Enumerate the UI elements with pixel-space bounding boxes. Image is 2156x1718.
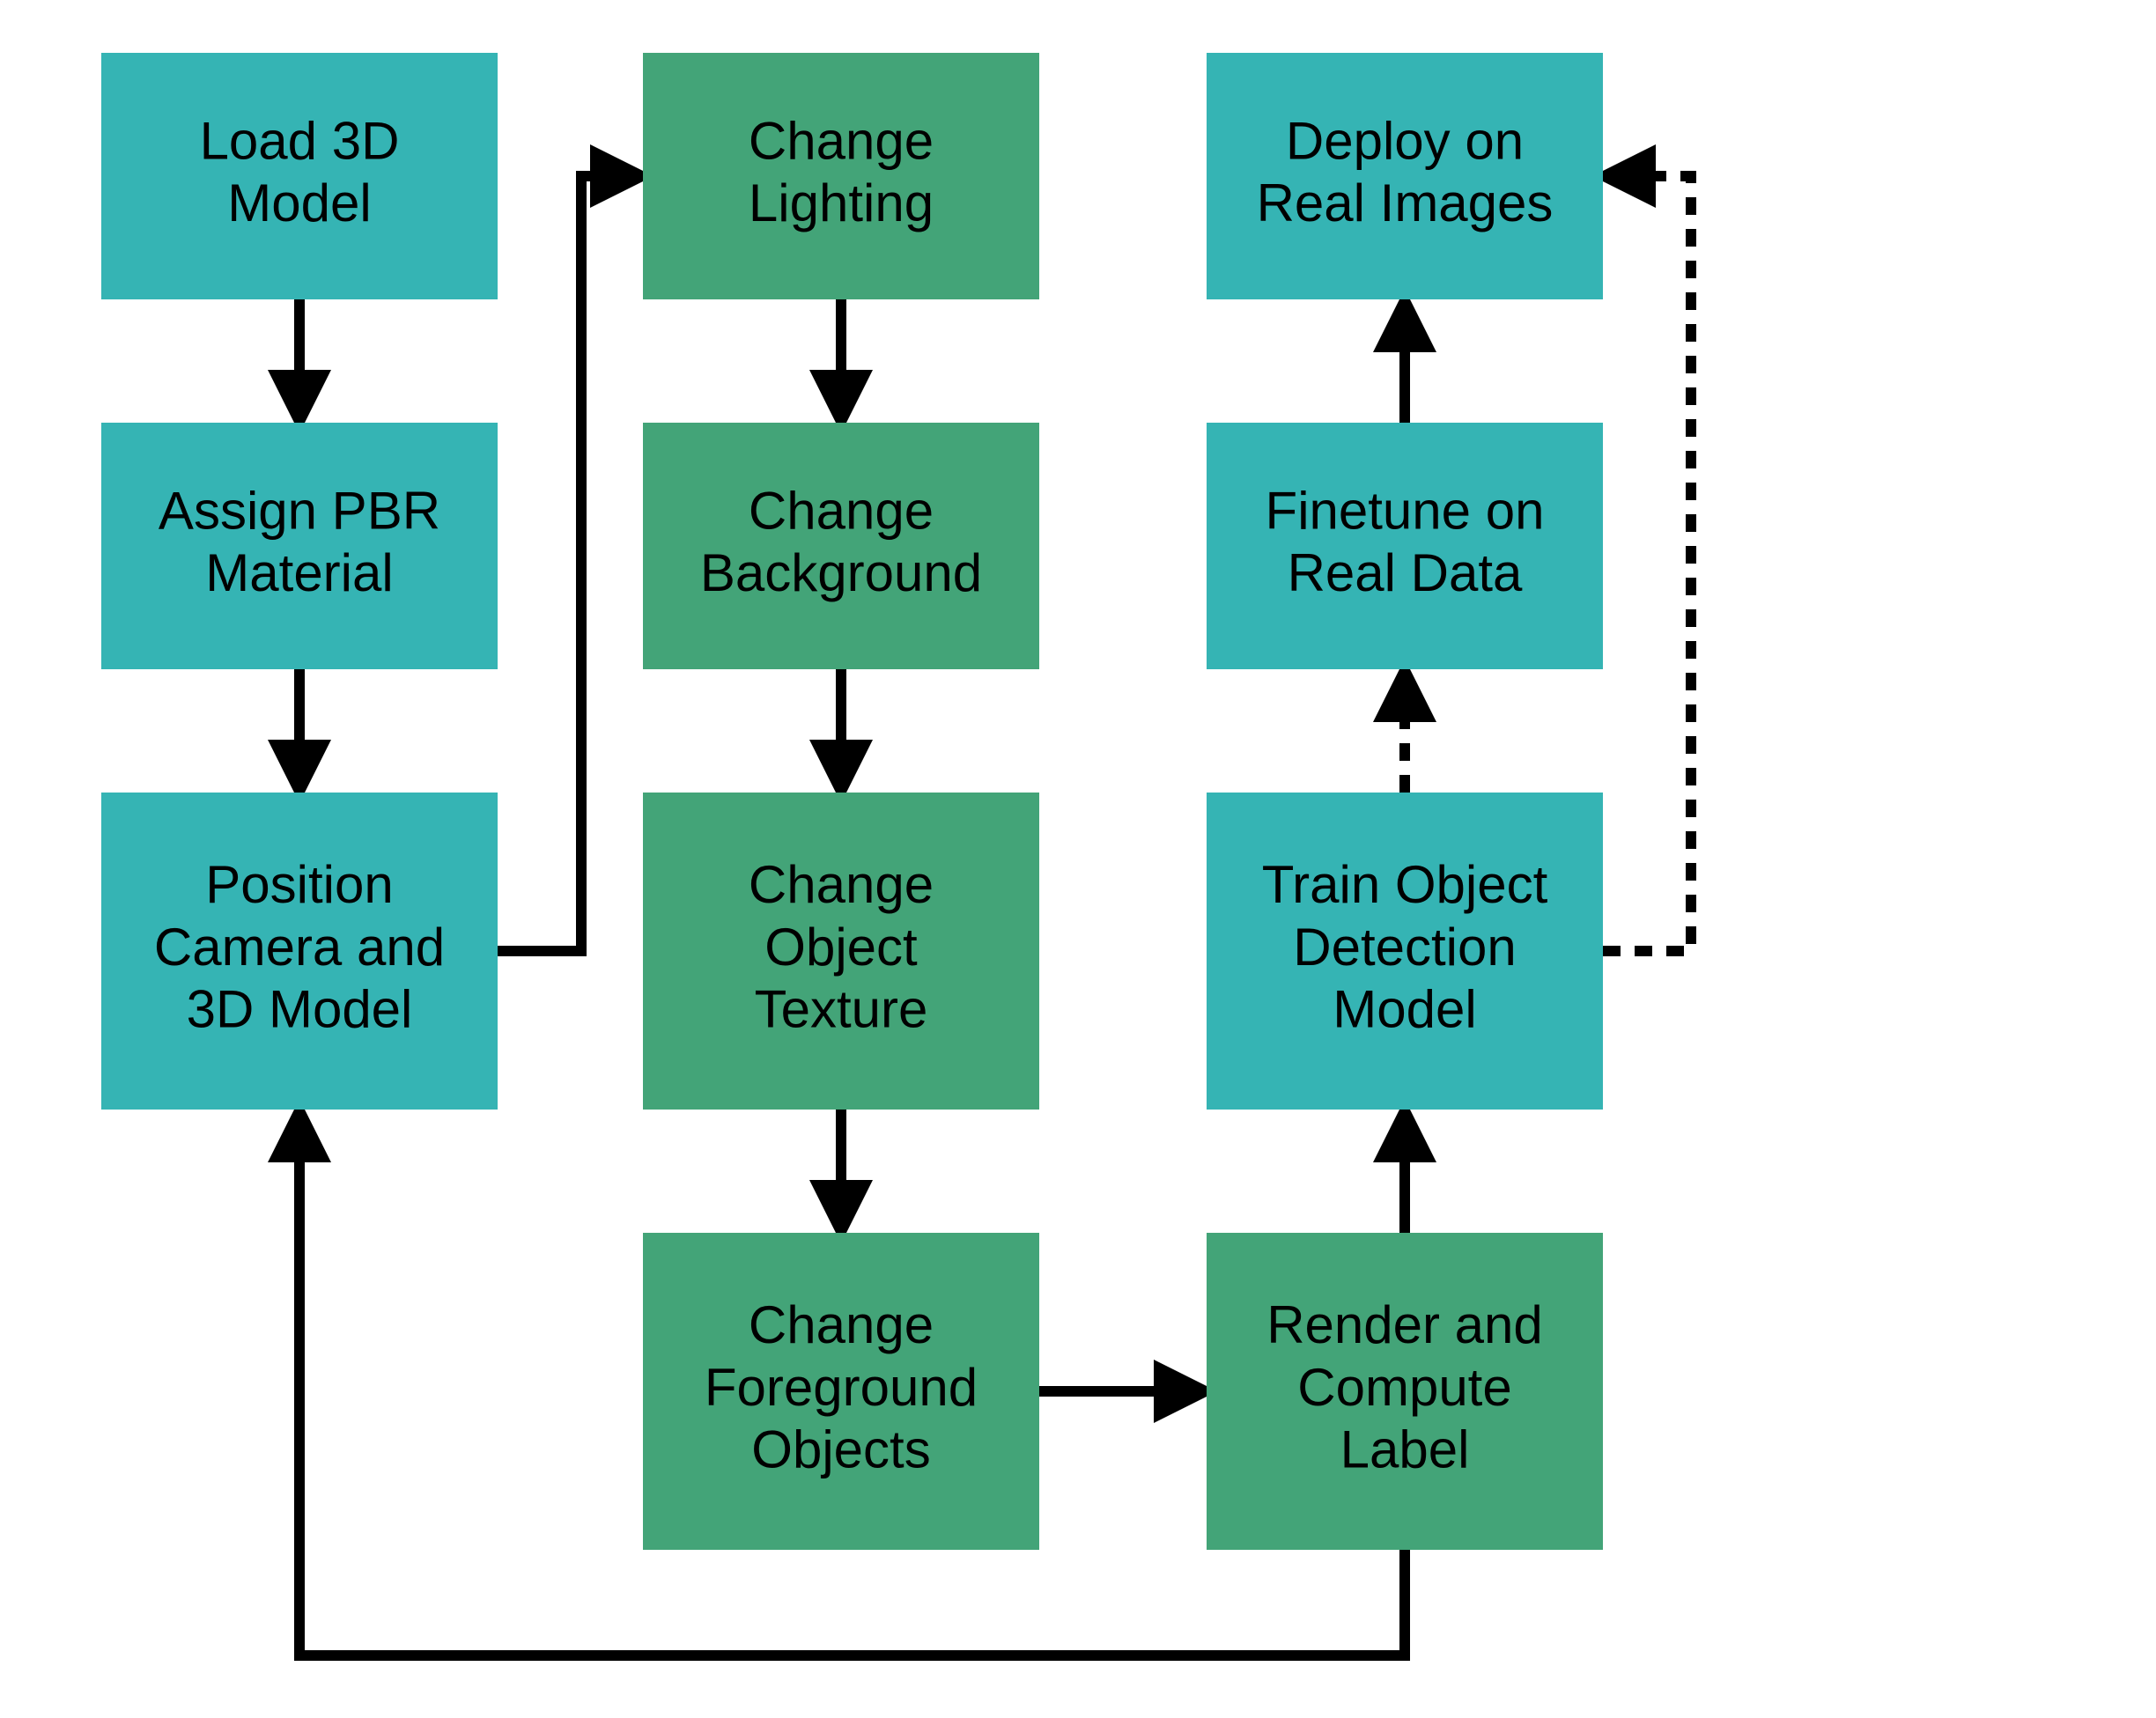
- node-train-label-line-1: Detection: [1293, 918, 1516, 977]
- node-texture-label-line-2: Texture: [755, 980, 928, 1039]
- node-finetune-label-line-1: Real Data: [1288, 543, 1523, 602]
- node-lighting: ChangeLighting: [643, 53, 1039, 299]
- node-assign: Assign PBRMaterial: [101, 423, 498, 669]
- node-render-label-line-0: Render and: [1266, 1295, 1543, 1354]
- flowchart-diagram: Load 3DModelAssign PBRMaterialPositionCa…: [0, 0, 2156, 1718]
- node-assign-label-line-0: Assign PBR: [159, 481, 440, 540]
- node-finetune-label-line-0: Finetune on: [1266, 481, 1545, 540]
- node-foreground-label-line-0: Change: [749, 1295, 934, 1354]
- node-load-label-line-1: Model: [227, 173, 371, 232]
- node-load: Load 3DModel: [101, 53, 498, 299]
- node-foreground-label-line-2: Objects: [751, 1420, 930, 1479]
- node-train-label-line-0: Train Object: [1262, 855, 1548, 914]
- node-background-label-line-0: Change: [749, 481, 934, 540]
- node-assign-label-line-1: Material: [205, 543, 393, 602]
- node-finetune: Finetune onReal Data: [1207, 423, 1603, 669]
- node-lighting-label-line-1: Lighting: [749, 173, 934, 232]
- node-texture-label-line-1: Object: [764, 918, 918, 977]
- node-load-label-line-0: Load 3D: [200, 111, 400, 170]
- node-deploy-label-line-0: Deploy on: [1286, 111, 1524, 170]
- node-render-label-line-2: Label: [1340, 1420, 1470, 1479]
- node-position-label-line-0: Position: [205, 855, 393, 914]
- node-texture: ChangeObjectTexture: [643, 793, 1039, 1110]
- node-train-label-line-2: Model: [1333, 980, 1476, 1039]
- edge-position-to-lighting: [498, 176, 643, 951]
- node-foreground-label-line-1: Foreground: [705, 1358, 978, 1417]
- node-position: PositionCamera and3D Model: [101, 793, 498, 1110]
- node-background: ChangeBackground: [643, 423, 1039, 669]
- node-background-label-line-1: Background: [700, 543, 982, 602]
- node-deploy: Deploy onReal Images: [1207, 53, 1603, 299]
- node-lighting-label-line-0: Change: [749, 111, 934, 170]
- node-train: Train ObjectDetectionModel: [1207, 793, 1603, 1110]
- node-render-label-line-1: Compute: [1297, 1358, 1511, 1417]
- node-foreground: ChangeForegroundObjects: [643, 1233, 1039, 1550]
- node-deploy-label-line-1: Real Images: [1257, 173, 1554, 232]
- edge-train-to-deploy: [1603, 176, 1691, 951]
- node-position-label-line-2: 3D Model: [187, 980, 413, 1039]
- node-texture-label-line-0: Change: [749, 855, 934, 914]
- node-render: Render andComputeLabel: [1207, 1233, 1603, 1550]
- node-position-label-line-1: Camera and: [154, 918, 445, 977]
